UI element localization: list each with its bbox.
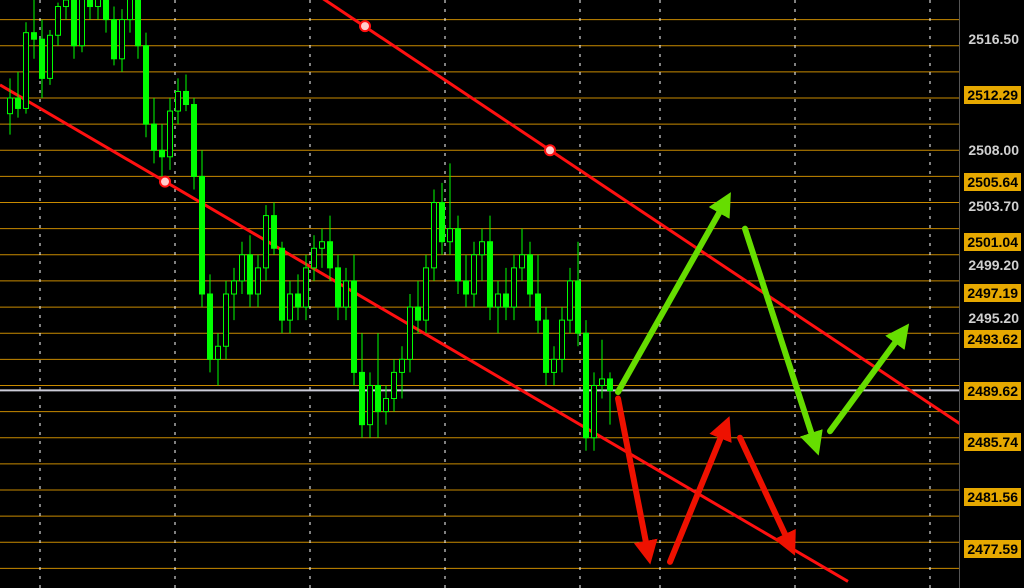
price-chart[interactable] [0,0,1024,588]
price-level: 2516.50 [965,30,1022,48]
price-level-highlight: 2477.59 [963,539,1022,559]
price-level-highlight: 2493.62 [963,329,1022,349]
price-level-highlight: 2481.56 [963,487,1022,507]
price-level: 2503.70 [965,197,1022,215]
price-level-highlight: 2497.19 [963,283,1022,303]
price-level-highlight: 2501.04 [963,232,1022,252]
price-level: 2508.00 [965,141,1022,159]
price-level-highlight: 2505.64 [963,172,1022,192]
price-level-highlight: 2512.29 [963,85,1022,105]
price-level: 2495.20 [965,309,1022,327]
price-level-highlight: 2489.62 [963,381,1022,401]
chart-root[interactable]: 2516.50 2508.00 2503.70 2499.20 2495.20 2512.… [0,0,1024,588]
price-level: 2499.20 [965,256,1022,274]
price-level-highlight: 2485.74 [963,432,1022,452]
